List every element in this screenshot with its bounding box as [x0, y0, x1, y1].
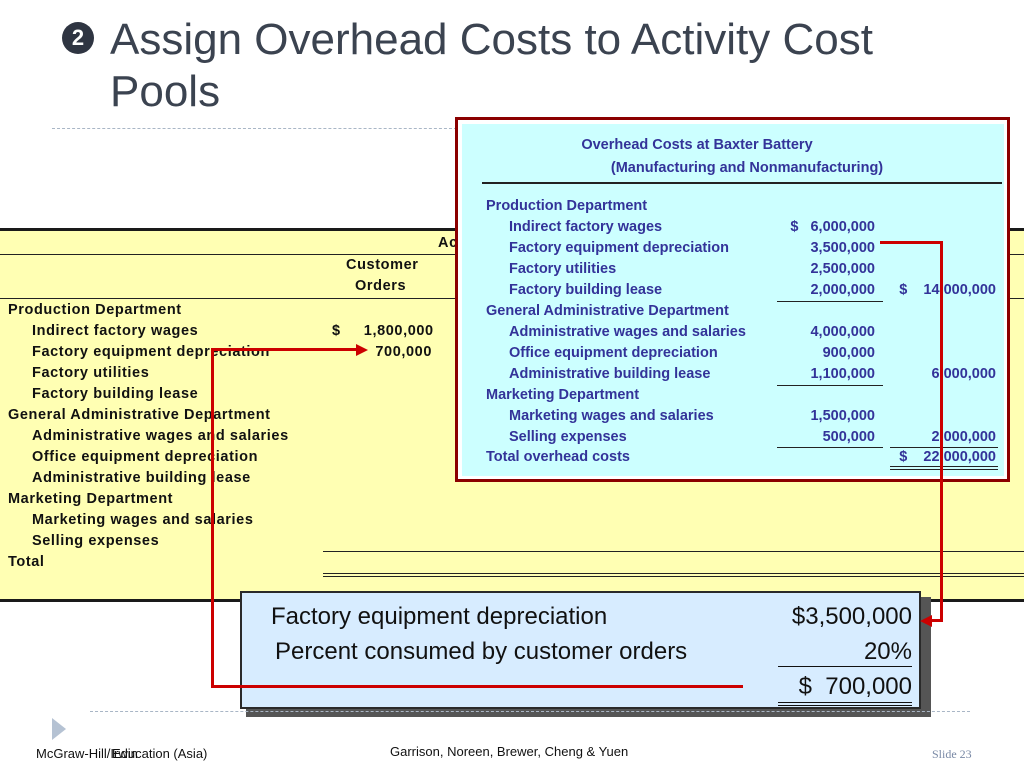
calc-rule: [778, 666, 912, 667]
ov-row-label: Selling expenses: [509, 429, 627, 445]
slide-title: Assign Overhead Costs to Activity Cost P…: [110, 15, 873, 116]
ov-subtotal: $ 14,000,000: [899, 282, 996, 298]
ws-row-label: Administrative wages and salaries: [32, 428, 289, 444]
ov-row-label: Office equipment depreciation: [509, 345, 718, 361]
ov-row-label: Production Department: [486, 198, 648, 214]
ws-row-label: Marketing wages and salaries: [32, 512, 254, 528]
ws-row-label: Total: [8, 554, 45, 570]
ws-row-label: Administrative building lease: [32, 470, 251, 486]
ov-row-label: Indirect factory wages: [509, 219, 663, 235]
overhead-subtitle: (Manufacturing and Nonmanufacturing): [610, 160, 884, 176]
ov-row-label: Factory equipment depreciation: [509, 240, 729, 256]
subtotal-rule: [323, 551, 1024, 552]
ov-row-label: Marketing Department: [486, 387, 640, 403]
total-rule: [323, 573, 1024, 574]
overhead-title: Overhead Costs at Baxter Battery: [581, 137, 813, 153]
ov-sum-rule: [777, 301, 883, 302]
calc-label-percent: Percent consumed by customer orders: [275, 638, 688, 665]
ov-total-rule: [890, 466, 998, 467]
ov-amount: 1,500,000: [810, 408, 875, 424]
slide-number: Slide 23: [932, 747, 972, 761]
ov-subtotal: 2,000,000: [931, 429, 996, 445]
ov-row-label: Marketing wages and salaries: [509, 408, 714, 424]
ws-row-value: $ 1,800,000: [332, 323, 434, 339]
customer-orders-header-1: Customer: [346, 257, 419, 273]
calc-value-percent: 20%: [863, 638, 912, 665]
arrow-segment: [211, 348, 358, 351]
footer-divider: [90, 711, 970, 712]
title-rule: [482, 182, 1002, 184]
ws-row-label: Office equipment depreciation: [32, 449, 259, 465]
ov-row-label: Administrative building lease: [509, 366, 711, 382]
ov-amount: 500,000: [822, 429, 875, 445]
calc-result-rule: [778, 702, 912, 703]
ov-amount: 3,500,000: [810, 240, 875, 256]
title-bullet-icon: 2: [62, 22, 94, 54]
ov-amount: $ 6,000,000: [790, 219, 875, 235]
calculation-box: Factory equipment depreciation $3,500,00…: [240, 591, 921, 709]
ws-row-label: Factory utilities: [32, 365, 150, 381]
play-triangle-icon: [52, 718, 66, 740]
ov-sum-rule: [890, 447, 998, 448]
arrow-segment: [930, 619, 943, 622]
ov-subtotal: 6,000,000: [931, 366, 996, 382]
ws-row-label: General Administrative Department: [8, 407, 271, 423]
customer-orders-header-2: Orders: [355, 278, 407, 294]
ov-sum-rule: [777, 447, 883, 448]
arrow-segment: [211, 348, 214, 688]
ws-row-label: Factory building lease: [32, 386, 199, 402]
overhead-costs-table: Overhead Costs at Baxter Battery (Manufa…: [455, 117, 1010, 482]
title-divider: [52, 128, 457, 129]
ws-row-label: Indirect factory wages: [32, 323, 199, 339]
ov-row-label: Factory utilities: [509, 261, 617, 277]
ov-amount: 4,000,000: [810, 324, 875, 340]
arrow-segment: [880, 241, 943, 244]
publisher: McGraw-Hill/Irwin: [36, 746, 138, 761]
publisher-overlap: Education (Asia): [112, 746, 208, 761]
total-double-rule: [323, 576, 1024, 577]
arrow-head-right-icon: [356, 344, 368, 356]
calc-label-depreciation: Factory equipment depreciation: [271, 603, 608, 630]
ov-row-label: Administrative wages and salaries: [509, 324, 746, 340]
calc-result-double-rule: [778, 705, 912, 706]
ws-row-label: Marketing Department: [8, 491, 174, 507]
arrow-segment: [940, 241, 943, 622]
ov-amount: 900,000: [822, 345, 875, 361]
authors: Garrison, Noreen, Brewer, Cheng & Yuen: [390, 744, 629, 759]
ov-row-label: Total overhead costs: [486, 449, 630, 465]
ws-row-label: Selling expenses: [32, 533, 160, 549]
ov-total: $ 22,000,000: [899, 449, 996, 465]
ov-amount: 2,500,000: [810, 261, 875, 277]
ws-row-value: 700,000: [375, 344, 432, 360]
ws-row-label: Production Department: [8, 302, 182, 318]
ov-row-label: Factory building lease: [509, 282, 663, 298]
arrow-head-left-icon: [920, 615, 932, 627]
ov-amount: 1,100,000: [810, 366, 875, 382]
ov-amount: 2,000,000: [810, 282, 875, 298]
ov-total-double-rule: [890, 469, 998, 470]
worksheet-header: Ac: [438, 235, 458, 251]
ov-row-label: General Administrative Department: [486, 303, 729, 319]
calc-value-depreciation: $3,500,000: [791, 603, 912, 630]
ov-sum-rule: [777, 385, 883, 386]
calc-value-result: $ 700,000: [798, 673, 912, 700]
arrow-segment: [211, 685, 743, 688]
ws-row-label: Factory equipment depreciation: [32, 344, 270, 360]
